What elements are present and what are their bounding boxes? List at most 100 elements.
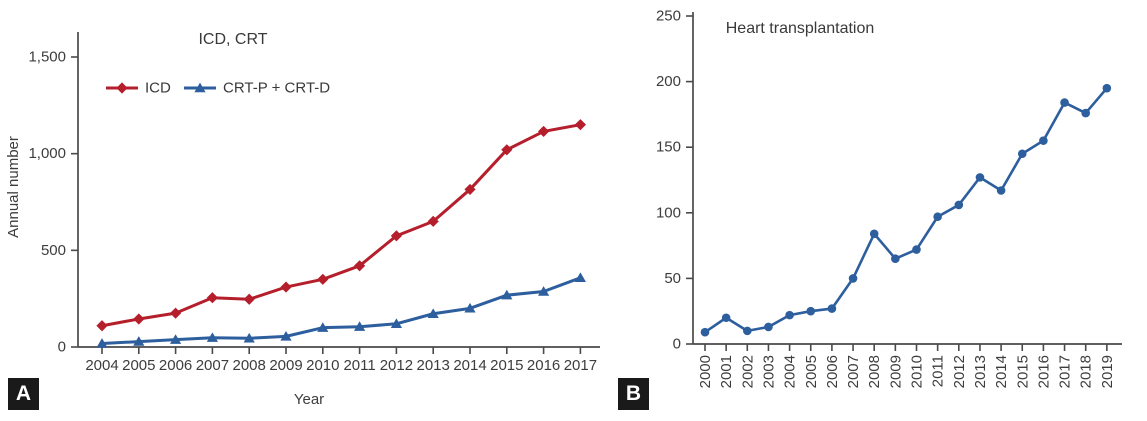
x-tick-label: 2001: [718, 355, 735, 388]
data-point-diamond: [170, 307, 182, 319]
data-point-diamond: [280, 281, 292, 293]
data-point-triangle: [206, 332, 218, 342]
x-tick-label: 2011: [930, 355, 947, 387]
data-point-diamond: [206, 292, 218, 304]
data-point-circle: [933, 212, 942, 222]
data-point-diamond: [354, 260, 366, 272]
x-tick-label: 2019: [1099, 355, 1116, 388]
x-tick-label: 2007: [845, 355, 862, 388]
x-tick-label: 2014: [453, 357, 486, 374]
data-point-triangle: [501, 289, 513, 300]
data-point-circle: [869, 229, 879, 239]
x-tick-label: 2012: [951, 355, 968, 388]
data-point-diamond: [427, 215, 439, 227]
data-point-circle: [1060, 98, 1069, 107]
data-point-triangle: [194, 82, 206, 93]
data-point-circle: [1017, 149, 1027, 159]
panel-a-letter-badge: A: [8, 378, 39, 410]
series-line-heart-transplantation: [704, 87, 1108, 334]
data-point-diamond: [464, 183, 476, 196]
data-point-circle: [721, 313, 731, 323]
x-tick-label: 2006: [824, 355, 841, 388]
data-point-triangle: [96, 338, 108, 348]
x-tick-label: 2003: [760, 355, 777, 388]
data-point-triangle: [354, 321, 366, 331]
data-point-triangle: [243, 332, 255, 343]
data-point-circle: [1039, 136, 1048, 145]
x-tick-label: 2009: [887, 355, 904, 388]
data-point-diamond: [501, 144, 513, 156]
x-tick-label: 2017: [1057, 355, 1074, 388]
data-point-circle: [827, 304, 837, 313]
x-tick-label: 2012: [380, 357, 413, 374]
data-point-triangle: [538, 286, 550, 296]
legend-label: ICD: [145, 80, 171, 97]
panel-b-letter-badge: B: [618, 378, 649, 410]
data-point-circle: [764, 322, 773, 332]
x-tick-label: 2010: [909, 355, 926, 388]
data-point-circle: [806, 306, 816, 316]
y-tick-label: 500: [41, 242, 66, 259]
legend-label: CRT-P + CRT-D: [223, 80, 330, 97]
x-tick-label: 2016: [1035, 355, 1052, 388]
data-point-circle: [1102, 83, 1112, 93]
x-tick-label: 2011: [343, 357, 375, 374]
x-tick-label: 2009: [269, 357, 302, 374]
x-tick-label: 2002: [739, 355, 756, 388]
x-tick-label: 2008: [866, 355, 883, 388]
x-tick-label: 2005: [803, 355, 820, 388]
x-tick-label: 2004: [782, 355, 799, 388]
x-tick-label: 2013: [417, 357, 450, 374]
data-point-diamond: [133, 313, 145, 325]
y-tick-label: 100: [656, 204, 681, 221]
data-point-triangle: [464, 302, 476, 313]
data-point-triangle: [133, 336, 145, 346]
x-tick-label: 2015: [490, 357, 523, 374]
data-point-circle: [785, 310, 794, 320]
data-point-diamond: [116, 82, 128, 94]
data-point-triangle: [390, 318, 402, 328]
x-tick-label: 2016: [527, 357, 560, 374]
data-point-diamond: [243, 293, 255, 305]
data-point-triangle: [170, 334, 182, 344]
data-point-circle: [743, 326, 752, 336]
data-point-triangle: [317, 322, 329, 332]
data-point-diamond: [538, 125, 550, 138]
x-tick-label: 2014: [993, 355, 1010, 388]
y-tick-label: 200: [656, 73, 681, 90]
data-point-circle: [700, 327, 710, 337]
y-tick-label: 250: [656, 8, 681, 25]
panel-a-title: ICD, CRT: [198, 31, 267, 48]
data-point-circle: [848, 274, 858, 283]
data-point-circle: [1081, 108, 1090, 118]
series-line-icd: [101, 123, 581, 328]
data-point-circle: [996, 186, 1006, 195]
series-line-crt-p-crt-d: [101, 276, 581, 346]
data-point-circle: [954, 200, 964, 210]
x-tick-label: 2006: [159, 357, 192, 374]
data-point-circle: [891, 254, 900, 264]
x-tick-label: 2015: [1014, 355, 1031, 388]
data-point-diamond: [574, 119, 586, 131]
x-tick-label: 2017: [564, 357, 597, 374]
data-point-diamond: [96, 320, 108, 332]
x-tick-label: 2008: [233, 357, 266, 374]
data-point-diamond: [317, 273, 329, 285]
x-tick-label: 2007: [196, 357, 229, 374]
data-point-triangle: [280, 330, 292, 341]
panel-b-title: Heart transplantation: [726, 20, 875, 37]
x-tick-label: 2013: [972, 355, 989, 388]
data-point-triangle: [574, 272, 586, 282]
y-tick-label: 50: [664, 270, 681, 287]
data-point-triangle: [427, 308, 439, 318]
x-tick-label: 2018: [1078, 355, 1095, 388]
y-tick-label: 0: [673, 336, 681, 353]
panel-a-x-axis-title: Year: [294, 391, 324, 408]
y-tick-label: 1,000: [28, 145, 66, 162]
data-point-circle: [975, 173, 985, 182]
x-tick-label: 2005: [122, 357, 155, 374]
